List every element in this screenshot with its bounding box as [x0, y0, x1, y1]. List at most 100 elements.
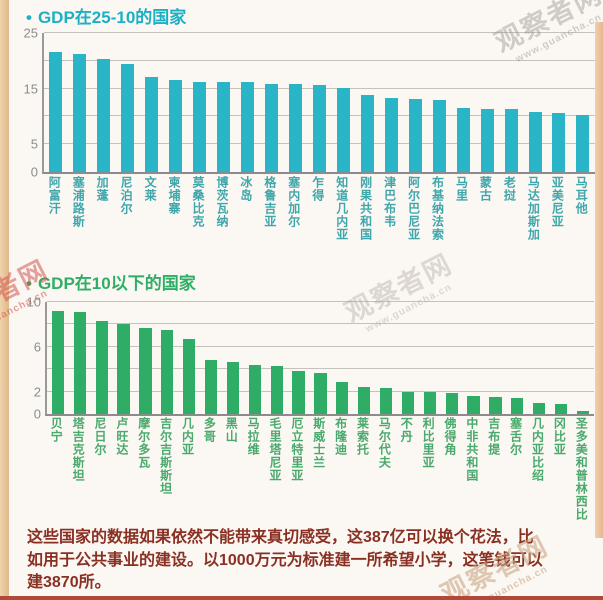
bar-阿尔巴尼亚	[408, 99, 422, 172]
bar-slot	[331, 302, 353, 414]
x-axis-label: 博茨瓦纳	[214, 176, 229, 228]
x-axis-label-slot: 蒙古	[473, 176, 497, 264]
bar-slot	[69, 302, 91, 414]
x-axis-label: 马拉维	[246, 417, 261, 456]
bar-slot	[135, 302, 157, 414]
chart-title-text: GDP在10以下的国家	[37, 274, 196, 293]
bar-slot	[375, 302, 397, 414]
x-axis-label: 加蓬	[95, 176, 110, 202]
x-axis-label: 阿富汗	[47, 176, 62, 215]
bar-卢旺达	[117, 324, 130, 414]
x-axis-labels-gdp-25-10: 阿富汗 塞浦路斯 加蓬 尼泊尔 文莱 柬埔寨 莫桑比克 博茨瓦纳 冰岛 格鲁吉亚 塞内加尔 乍得 知道几…	[42, 176, 593, 264]
bar-slot	[288, 302, 310, 414]
x-axis-label: 尼日尔	[92, 417, 107, 456]
x-axis-label-slot: 利比里亚	[417, 417, 439, 529]
bar-马里	[456, 107, 470, 172]
x-axis-label: 刚果共和国	[358, 176, 373, 241]
bar-slot	[260, 33, 284, 172]
footer-line: 建3870所。	[27, 574, 111, 591]
bar-slot	[307, 33, 331, 172]
bar-斯威士兰	[314, 372, 327, 414]
chart-title-text: GDP在25-10的国家	[37, 8, 187, 27]
bar-slot	[419, 302, 441, 414]
bar-slot	[528, 302, 550, 414]
x-axis-label-slot: 知道几内亚	[329, 176, 353, 264]
x-axis-label-slot: 冈比亚	[548, 417, 570, 529]
x-axis-label-slot: 莫桑比克	[186, 176, 210, 264]
bar-黑山	[226, 362, 240, 414]
bar-slot	[441, 302, 463, 414]
bar-slot	[244, 302, 266, 414]
x-axis-label: 利比里亚	[421, 417, 436, 469]
bar-塞内加尔	[289, 84, 302, 172]
x-axis-label-slot: 冰岛	[234, 176, 258, 264]
bar-slot	[506, 302, 528, 414]
x-axis-label: 贝宁	[49, 417, 64, 443]
x-axis-label: 柬埔寨	[167, 176, 182, 215]
gridline	[44, 32, 595, 33]
gridline	[47, 345, 594, 347]
bar-津巴布韦	[384, 97, 398, 172]
bar-几内亚	[183, 338, 196, 414]
x-axis-label-slot: 卢旺达	[111, 417, 133, 529]
x-axis-label: 卢旺达	[114, 417, 129, 456]
x-axis-label-slot: 摩尔多瓦	[133, 417, 155, 529]
bar-slot	[571, 33, 595, 172]
x-axis-label: 布隆迪	[333, 417, 348, 456]
bar-毛里塔尼亚	[270, 365, 283, 414]
x-axis-label-slot: 吉尔吉斯斯坦	[154, 417, 176, 529]
y-axis-tick-label: 0	[33, 406, 41, 422]
bar-阿富汗	[49, 51, 63, 172]
x-axis-label: 阿尔巴尼亚	[406, 176, 421, 241]
bar-slot	[212, 33, 236, 172]
x-axis-labels-gdp-under-10: 贝宁 塔吉克斯坦 尼日尔 卢旺达 摩尔多瓦 吉尔吉斯斯坦 几内亚 多哥 黑山 马拉维 毛里塔尼亚 厄立…	[45, 417, 592, 529]
x-axis-label: 塞舌尔	[508, 417, 523, 456]
chart-title-gdp-under-10: • GDP在10以下的国家	[26, 269, 196, 294]
x-axis-label: 多哥	[202, 417, 217, 443]
x-axis-label-slot: 毛里塔尼亚	[264, 417, 286, 529]
x-axis-label-slot: 吉布提	[483, 417, 505, 529]
x-axis-label-slot: 阿尔巴尼亚	[401, 176, 425, 264]
bar-slot	[113, 302, 135, 414]
x-axis-label-slot: 塞内加尔	[282, 176, 306, 264]
bar-莫桑比克	[193, 81, 207, 172]
x-axis-label: 塔吉克斯坦	[71, 417, 86, 482]
x-axis-label: 马尔代夫	[377, 417, 392, 469]
x-axis-label: 塞浦路斯	[71, 176, 86, 228]
x-axis-label: 蒙古	[478, 176, 493, 202]
x-axis-label: 马达加斯加	[526, 176, 541, 241]
bar-slot	[427, 33, 451, 172]
x-axis-label: 不丹	[399, 417, 414, 443]
bar-slot	[310, 302, 332, 414]
bar-布基纳法索	[432, 100, 446, 172]
bar-slot	[116, 33, 140, 172]
bar-乍得	[312, 85, 326, 172]
bar-slot	[397, 302, 419, 414]
bar-不丹	[401, 391, 415, 414]
bar-亚美尼亚	[552, 113, 566, 172]
bottom-red-line	[0, 596, 603, 600]
x-axis-label-slot: 阿富汗	[42, 176, 66, 264]
y-axis-tick-label: 0	[30, 164, 38, 180]
bar-冰岛	[241, 82, 255, 172]
bar-slot	[499, 33, 523, 172]
x-axis-label-slot: 中非共和国	[461, 417, 483, 529]
bullet-icon: •	[26, 8, 32, 27]
bar-slot	[353, 302, 375, 414]
x-axis-label: 中非共和国	[464, 417, 479, 482]
x-axis-label-slot: 加蓬	[90, 176, 114, 264]
bar-slot	[92, 33, 116, 172]
x-axis-label: 几内亚	[180, 417, 195, 456]
x-axis-label: 莫桑比克	[190, 176, 205, 228]
y-axis-tick-label: 6	[33, 339, 41, 355]
x-axis-label-slot: 几内亚	[176, 417, 198, 529]
x-axis-label-slot: 不丹	[395, 417, 417, 529]
x-axis-label-slot: 尼泊尔	[114, 176, 138, 264]
x-axis-label: 莱索托	[355, 417, 370, 456]
x-axis-label-slot: 塞浦路斯	[66, 176, 90, 264]
bar-尼泊尔	[121, 63, 135, 172]
x-axis-label: 布基纳法索	[430, 176, 445, 241]
x-axis-label: 斯威士兰	[311, 417, 326, 469]
bar-马耳他	[576, 114, 590, 172]
bar-吉布提	[489, 397, 502, 414]
